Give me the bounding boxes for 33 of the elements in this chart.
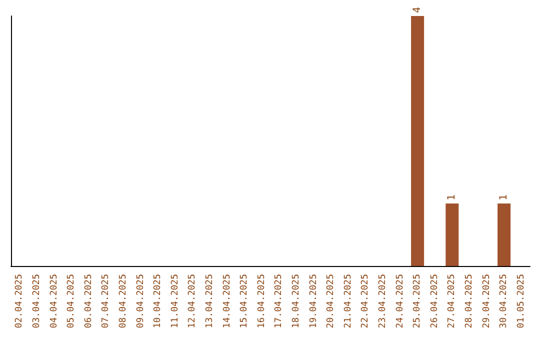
x-tick-label: 23.04.2025 <box>378 274 388 328</box>
x-tick-label: 26.04.2025 <box>430 274 440 328</box>
x-tick-label: 27.04.2025 <box>447 274 458 328</box>
x-tick-label: 20.04.2025 <box>326 274 336 328</box>
x-tick-label: 21.04.2025 <box>343 274 354 328</box>
x-tick-label: 18.04.2025 <box>291 274 302 328</box>
x-tick-label: 30.04.2025 <box>499 274 510 328</box>
x-tick-label: 11.04.2025 <box>170 274 180 328</box>
x-tick-label: 03.04.2025 <box>32 274 42 328</box>
data-label: 1 <box>498 194 510 200</box>
x-tick-label: 05.04.2025 <box>66 274 77 328</box>
x-tick-label: 02.04.2025 <box>14 274 25 328</box>
x-tick-label: 14.04.2025 <box>222 274 232 328</box>
x-tick-label: 22.04.2025 <box>360 274 371 328</box>
x-tick-label: 10.04.2025 <box>153 274 164 328</box>
x-tick-label: 01.05.2025 <box>516 274 526 328</box>
data-label: 1 <box>446 194 458 200</box>
x-tick-label: 28.04.2025 <box>464 274 474 328</box>
x-tick-label: 29.04.2025 <box>482 274 492 328</box>
x-tick-label: 24.04.2025 <box>395 274 406 328</box>
x-tick-label: 19.04.2025 <box>308 274 319 328</box>
x-tick-label: 17.04.2025 <box>274 274 284 328</box>
x-tick-label: 06.04.2025 <box>84 274 94 328</box>
x-tick-label: 12.04.2025 <box>188 274 198 328</box>
x-tick-label: 07.04.2025 <box>101 274 112 328</box>
x-tick-label: 09.04.2025 <box>136 274 146 328</box>
x-tick-label: 15.04.2025 <box>240 274 250 328</box>
x-tick-label: 25.04.2025 <box>412 274 423 328</box>
x-tick-label: 08.04.2025 <box>118 274 128 328</box>
x-tick-label: 13.04.2025 <box>204 274 215 328</box>
x-tick-label: 16.04.2025 <box>256 274 267 328</box>
data-label: 4 <box>412 6 424 13</box>
x-tick-label: 04.04.2025 <box>49 274 60 328</box>
